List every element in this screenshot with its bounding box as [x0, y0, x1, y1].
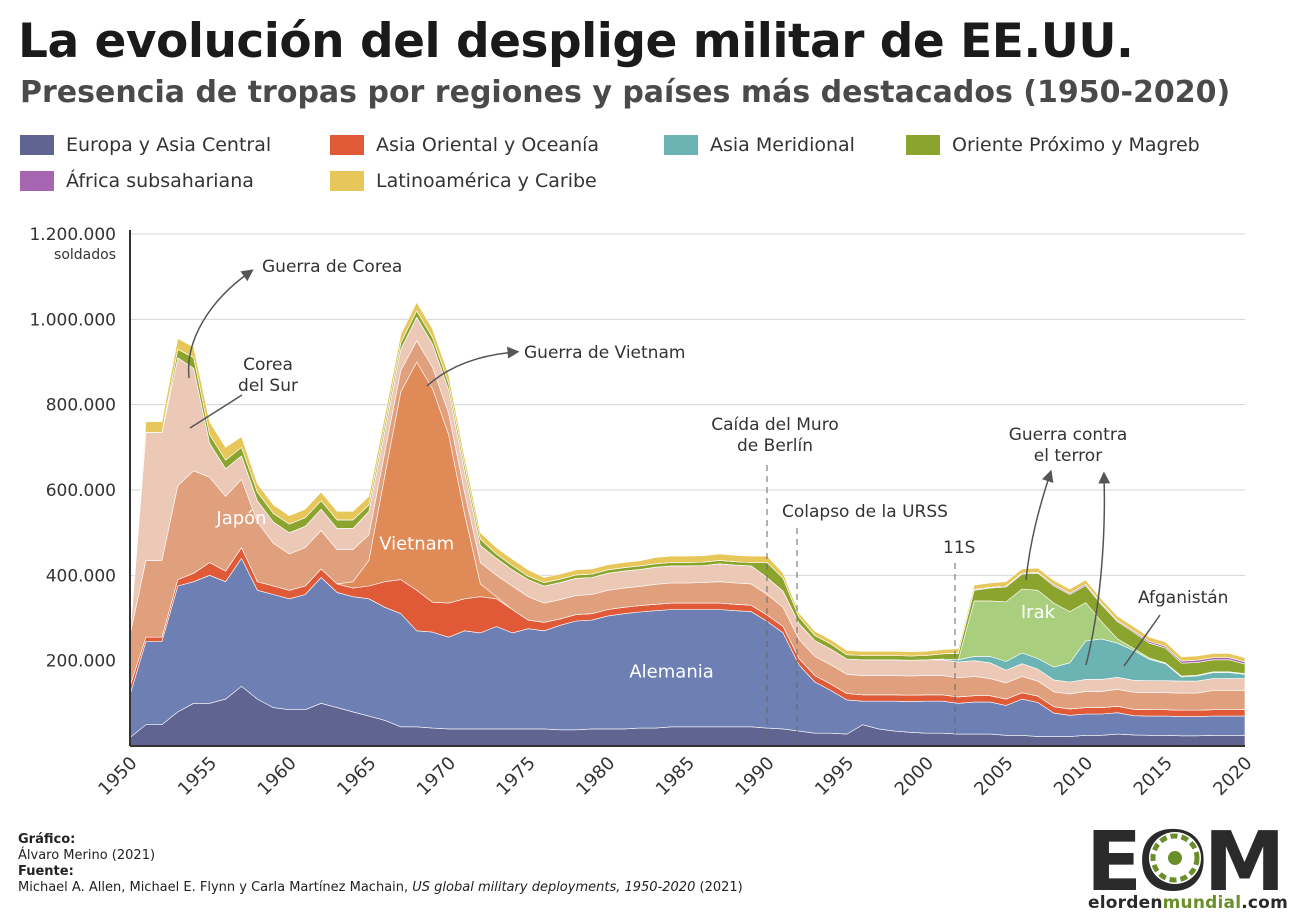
inline-series-label: Irak [1021, 602, 1056, 623]
logo-url-part: elorden [1088, 893, 1163, 913]
legend-item-africa: África subsahariana [20, 170, 254, 192]
logo-url-part: .com [1241, 893, 1288, 913]
annotation-text: de Berlín [737, 436, 813, 456]
annotation-arrow [1085, 471, 1111, 666]
annotation-korea-war: Guerra de Corea [187, 257, 402, 379]
logo-globe-icon [1149, 832, 1201, 884]
legend-swatch [330, 171, 364, 191]
legend-swatch [664, 135, 698, 155]
legend-item-oriente: Oriente Próximo y Magreb [906, 134, 1200, 156]
legend-label: Asia Meridional [710, 134, 855, 156]
legend-label: Latinoamérica y Caribe [376, 170, 597, 192]
legend-label: Oriente Próximo y Magreb [952, 134, 1200, 156]
annotation-ussr: Colapso de la URSS [782, 502, 948, 745]
annotation-text: Guerra contra [1009, 425, 1128, 445]
annotation-leader [1123, 614, 1161, 667]
x-tick-label: 1980 [572, 753, 619, 800]
annotation-arrow [426, 346, 520, 387]
y-tick-label: 800.000 [46, 396, 116, 416]
x-tick-label: 2010 [1050, 753, 1097, 800]
annotation-arrow [187, 269, 254, 379]
legend-swatch [20, 135, 54, 155]
inline-series-label: Japón [215, 508, 266, 529]
eom-logo: EOM [1086, 818, 1285, 910]
x-tick-label: 1995 [811, 753, 858, 800]
annotation-text: Colapso de la URSS [782, 502, 948, 522]
logo-url: elordenmundial.com [1088, 893, 1288, 913]
annotation-berlin: Caída del Muro de Berlín [711, 415, 839, 745]
annotation-text: 11S [943, 538, 975, 558]
annotation-terror: Guerra contra el terror [1009, 425, 1128, 666]
logo-url-part: mundial [1162, 893, 1242, 913]
annotation-s11: 11S [943, 538, 975, 745]
area-series-latinoamerica [129, 302, 1246, 663]
annotation-text: Corea [243, 355, 293, 375]
annotation-text: del Sur [238, 376, 298, 396]
annotation-text: Guerra de Corea [262, 257, 402, 277]
x-tick-label: 1955 [174, 753, 221, 800]
legend-swatch [330, 135, 364, 155]
legend-item-europa: Europa y Asia Central [20, 134, 271, 156]
x-tick-label: 1960 [254, 753, 301, 800]
x-tick-label: 2005 [970, 753, 1017, 800]
annotation-text: Caída del Muro [711, 415, 838, 435]
credits-source-title: US global military deployments, 1950-202… [412, 880, 696, 895]
credits-source-authors: Michael A. Allen, Michael E. Flynn y Car… [18, 880, 409, 895]
credits-source: Michael A. Allen, Michael E. Flynn y Car… [18, 880, 743, 896]
x-tick-label: 1950 [94, 753, 141, 800]
y-tick-label: 400.000 [46, 566, 116, 586]
credits-graphic-label: Gráfico: [18, 832, 76, 847]
annotation-text: el terror [1034, 446, 1102, 466]
legend-item-latinoamerica: Latinoamérica y Caribe [330, 170, 597, 192]
legend-item-asia-meridional: Asia Meridional [664, 134, 855, 156]
credits: Gráfico: Álvaro Merino (2021) Fuente: Mi… [18, 832, 743, 896]
legend-swatch [906, 135, 940, 155]
annotation-south-korea: Corea del Sur [189, 355, 298, 429]
x-tick-label: 1990 [731, 753, 778, 800]
x-tick-label: 1970 [413, 753, 460, 800]
legend-label: Asia Oriental y Oceanía [376, 134, 600, 156]
y-tick-label: 200.000 [46, 652, 116, 672]
annotation-vietnam-war: Guerra de Vietnam [426, 343, 685, 387]
x-tick-label: 1975 [493, 753, 540, 800]
x-tick-label: 1985 [652, 753, 699, 800]
inline-series-label: Alemania [629, 662, 713, 683]
x-tick-label: 1965 [333, 753, 380, 800]
legend-label: Europa y Asia Central [66, 134, 272, 156]
inline-series-label: Vietnam [379, 534, 454, 555]
legend: Europa y Asia Central Asia Oriental y Oc… [20, 134, 1280, 204]
credits-graphic-author: Álvaro Merino (2021) [18, 848, 156, 863]
y-tick-label: 600.000 [46, 481, 116, 501]
y-axis-label: soldados [54, 247, 116, 263]
annotation-text: Guerra de Vietnam [524, 343, 685, 363]
x-tick-label: 2015 [1130, 753, 1177, 800]
x-tick-label: 2020 [1209, 753, 1256, 800]
page-subtitle: Presencia de tropas por regiones y paíse… [20, 75, 1231, 110]
y-tick-label: 1.000.000 [29, 310, 116, 330]
annotation-arrow [1025, 469, 1054, 581]
legend-swatch [20, 171, 54, 191]
annotation-text: Afganistán [1138, 588, 1228, 608]
legend-label: África subsahariana [66, 170, 254, 192]
annotation-leader [189, 394, 243, 429]
legend-item-asia-oriental: Asia Oriental y Oceanía [330, 134, 599, 156]
y-tick-label: 1.200.000 [29, 225, 116, 245]
credits-source-year: (2021) [699, 880, 743, 895]
x-tick-label: 2000 [891, 753, 938, 800]
page-title: La evolución del desplige militar de EE.… [18, 14, 1134, 69]
credits-source-label: Fuente: [18, 864, 74, 879]
annotation-afgan: Afganistán [1123, 588, 1228, 667]
